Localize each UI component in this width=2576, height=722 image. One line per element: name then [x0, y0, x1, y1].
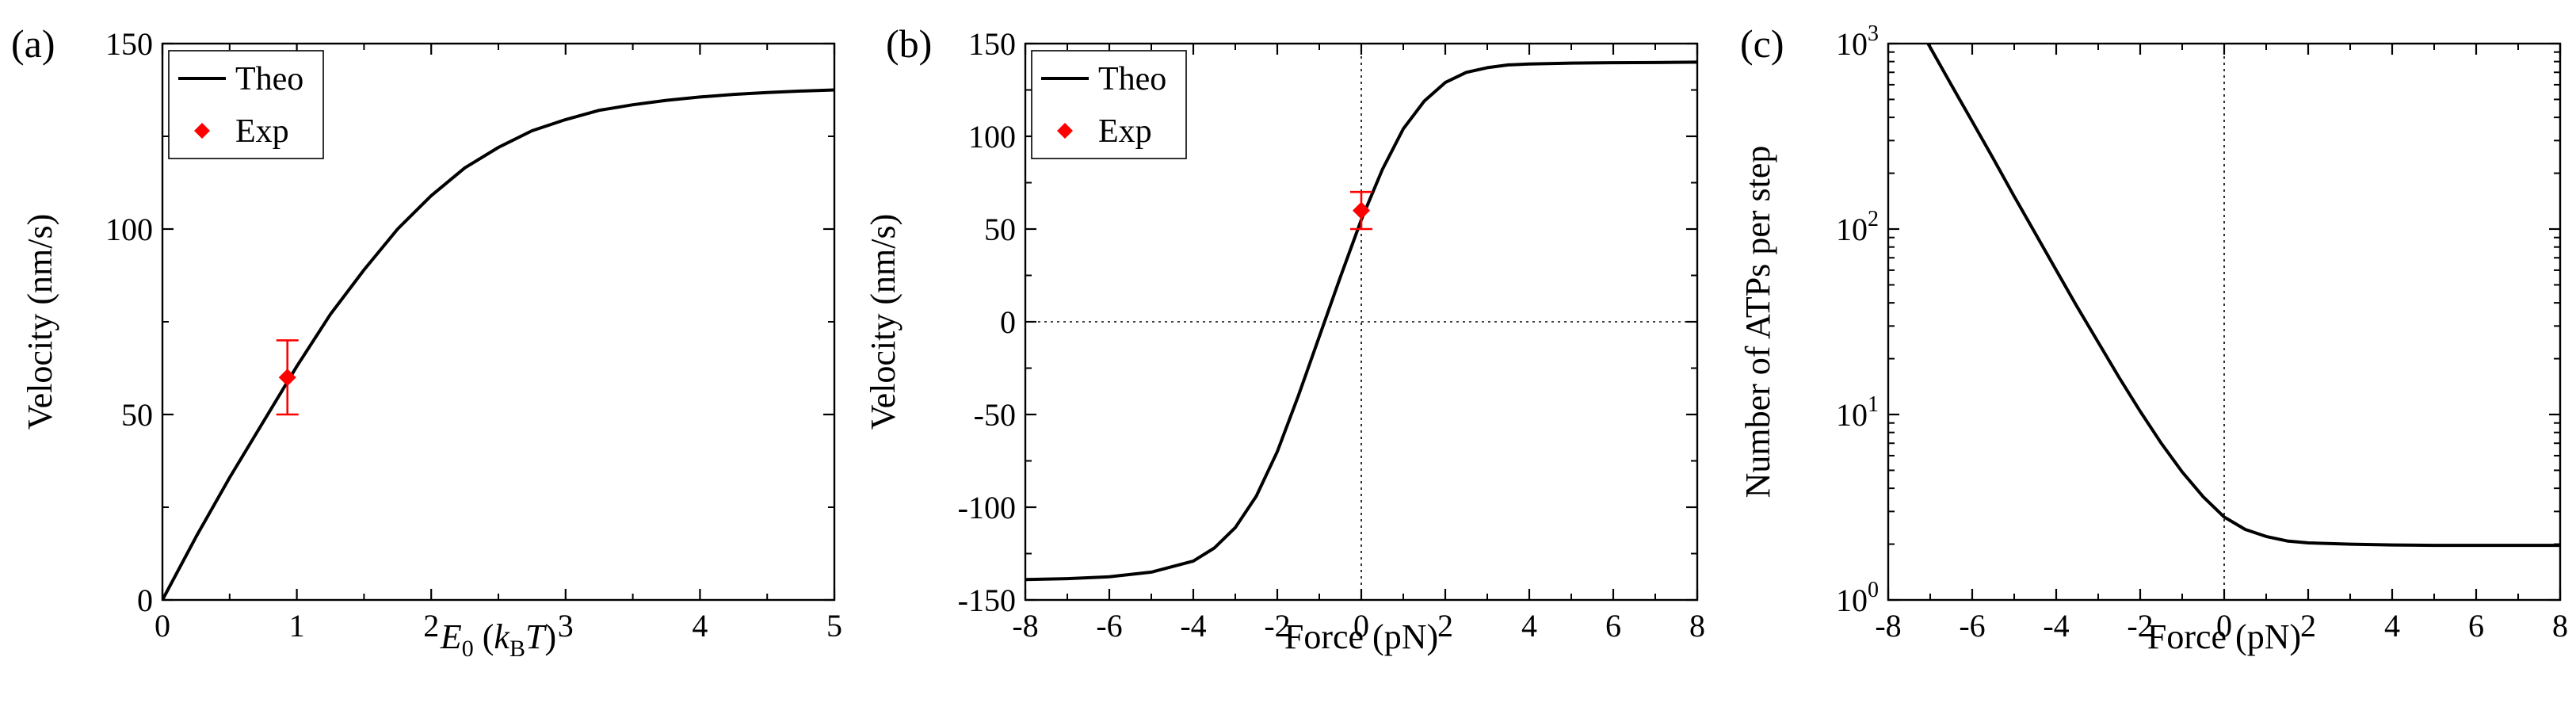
legend-diamond-swatch	[194, 123, 210, 139]
x-axis-title-paren-close: )	[544, 617, 556, 656]
legend-label: Theo	[235, 61, 303, 97]
y-tick-label: 0	[137, 583, 153, 618]
y-tick-label: 150	[968, 26, 1016, 62]
x-tick-label: 4	[2384, 608, 2400, 644]
y-tick-label: 101	[1836, 392, 1879, 433]
x-tick-label: -4	[1180, 608, 1206, 644]
y-tick-label: 0	[1000, 304, 1016, 340]
x-tick-label: 2	[423, 608, 439, 644]
x-tick-label: 8	[2552, 608, 2568, 644]
x-axis-title-t: T	[525, 617, 548, 656]
y-tick-label-exponent: 1	[1868, 392, 1879, 417]
exp-marker	[278, 369, 296, 387]
theo-curve	[162, 88, 834, 600]
y-tick-label-base: 10	[1836, 212, 1868, 247]
legend: Theo Exp	[1031, 50, 1187, 159]
panel-label: (b)	[886, 21, 932, 66]
x-axis-title: E0 (kBT)	[440, 617, 556, 662]
y-tick-label-exponent: 3	[1868, 21, 1879, 46]
panel-b: -8 -6 -4 -2 0 2 4 6 8 -150 -100 -50 0 50 100 150 Theo Exp…	[864, 21, 1705, 656]
y-axis-title: Velocity (nm/s)	[21, 214, 59, 430]
axes-frame	[161, 42, 836, 602]
legend-diamond-swatch	[1057, 123, 1073, 139]
legend-label: Exp	[1098, 113, 1152, 150]
exp-marker	[1353, 201, 1370, 220]
legend-label: Exp	[235, 113, 289, 150]
legend-box	[168, 50, 324, 159]
panel-label: (c)	[1740, 21, 1784, 66]
x-tick-label: 0	[2216, 608, 2232, 644]
theo-curve	[1926, 44, 2560, 548]
legend-box	[1031, 50, 1187, 159]
x-tick-label: -8	[1012, 608, 1038, 644]
x-axis-title-subscript: 0	[462, 636, 474, 662]
y-tick-label: -150	[958, 583, 1016, 618]
y-tick-label-base: 10	[1836, 26, 1868, 62]
x-tick-label: -8	[1875, 608, 1901, 644]
x-tick-label: 6	[2468, 608, 2484, 644]
x-axis-title: Force (pN)	[1284, 617, 1438, 656]
x-tick-label: 1	[289, 608, 305, 644]
x-axis-title-symbol: E	[440, 617, 462, 656]
axes-frame	[1024, 42, 1699, 602]
x-tick-label: 6	[1605, 608, 1621, 644]
x-tick-label: -6	[1096, 608, 1122, 644]
x-tick-label: -6	[1959, 608, 1985, 644]
y-tick-label: 150	[105, 26, 153, 62]
y-tick-label: -100	[958, 490, 1016, 525]
y-tick-label: 50	[984, 212, 1016, 247]
y-tick-label: 50	[121, 397, 153, 433]
x-axis-title-k: k	[494, 617, 510, 656]
x-tick-label: 8	[1689, 608, 1705, 644]
x-tick-label: 0	[155, 608, 170, 644]
plot-area	[162, 88, 834, 600]
x-tick-label: 0	[1353, 608, 1369, 644]
y-tick-label-exponent: 2	[1868, 207, 1879, 231]
y-tick-label-exponent: 0	[1868, 578, 1879, 602]
x-tick-label: -2	[2127, 608, 2153, 644]
y-tick-label: 102	[1836, 207, 1879, 247]
y-tick-label: -50	[974, 397, 1016, 433]
x-axis-title-paren: (	[474, 617, 494, 656]
x-tick-label: 2	[2300, 608, 2316, 644]
y-tick-label: 103	[1836, 21, 1879, 62]
y-tick-label: 100	[968, 119, 1016, 155]
y-tick-label-base: 10	[1836, 397, 1868, 433]
x-tick-label: -4	[2043, 608, 2069, 644]
y-tick-label: 100	[1836, 578, 1879, 618]
y-axis-title: Velocity (nm/s)	[864, 214, 903, 430]
x-tick-label: 2	[1437, 608, 1453, 644]
plot-area	[1926, 44, 2560, 548]
y-tick-label: 100	[105, 212, 153, 247]
panel-label: (a)	[11, 21, 55, 66]
y-tick-label-base: 10	[1836, 583, 1868, 618]
x-tick-label: -2	[1264, 608, 1290, 644]
x-tick-label: 3	[558, 608, 574, 644]
x-tick-label: 4	[1521, 608, 1537, 644]
axes-frame	[1887, 42, 2562, 602]
x-axis-title-k-subscript: B	[509, 636, 525, 662]
y-axis-title: Number of ATPs per step	[1738, 146, 1777, 499]
x-axis-title: Force (pN)	[2147, 617, 2301, 656]
legend-label: Theo	[1098, 61, 1166, 97]
legend: Theo Exp	[168, 50, 324, 159]
x-tick-label: 4	[692, 608, 708, 644]
x-tick-label: 5	[826, 608, 842, 644]
